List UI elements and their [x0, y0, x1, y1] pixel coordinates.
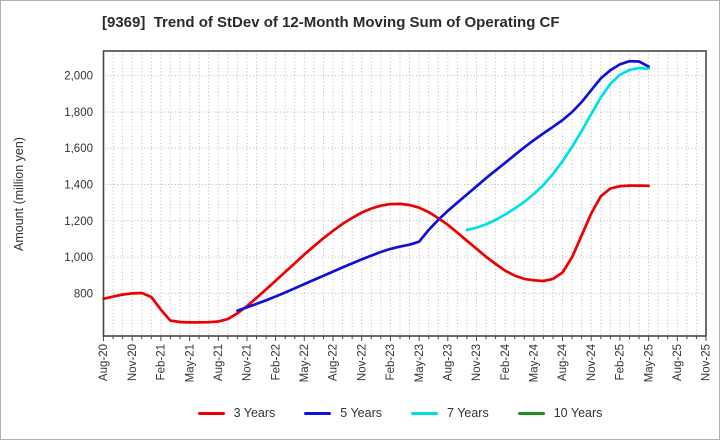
svg-text:Aug-24: Aug-24: [557, 343, 569, 381]
legend-label-5-years: 5 Years: [340, 406, 383, 420]
gridlines: [103, 51, 706, 336]
legend-label-3-years: 3 Years: [233, 406, 276, 420]
svg-text:May-24: May-24: [529, 343, 541, 382]
series-line-7-years: [465, 66, 650, 232]
legend-line-3-years: [197, 411, 225, 415]
svg-text:May-23: May-23: [414, 344, 426, 382]
svg-text:Aug-25: Aug-25: [672, 344, 684, 381]
svg-text:Nov-23: Nov-23: [471, 344, 483, 381]
svg-text:Aug-21: Aug-21: [213, 344, 225, 381]
svg-text:2,000: 2,000: [64, 71, 93, 83]
legend-item-7-years: 7 Years: [411, 406, 489, 420]
x-axis-tick-labels: Aug-20 Nov-20 Feb-21 May-21 Aug-21 Nov-21 Feb-…: [98, 343, 713, 382]
legend-item-10-years: 10 Years: [517, 406, 603, 420]
plot-border: [102, 50, 707, 337]
svg-text:Aug-20: Aug-20: [98, 344, 110, 381]
series-line-3-years: [102, 184, 650, 324]
legend-item-5-years: 5 Years: [304, 406, 382, 420]
legend-line-10-years: [517, 411, 545, 415]
svg-text:Nov-21: Nov-21: [242, 344, 254, 381]
svg-text:Feb-21: Feb-21: [156, 344, 168, 380]
legend-label-7-years: 7 Years: [447, 406, 489, 420]
svg-text:Feb-22: Feb-22: [270, 344, 282, 380]
svg-text:May-21: May-21: [184, 344, 196, 382]
svg-text:Nov-25: Nov-25: [701, 344, 713, 381]
svg-text:Aug-22: Aug-22: [328, 344, 340, 381]
svg-text:1,000: 1,000: [64, 252, 93, 264]
legend-label-10-years: 10 Years: [553, 406, 603, 420]
svg-text:800: 800: [74, 288, 93, 300]
legend-line-5-years: [304, 411, 332, 415]
svg-text:Aug-23: Aug-23: [442, 344, 454, 381]
svg-text:Nov-20: Nov-20: [127, 344, 139, 381]
svg-text:1,400: 1,400: [64, 180, 93, 192]
svg-text:1,200: 1,200: [64, 216, 93, 228]
chart-title: [9369] Trend of StDev of 12-Month Moving…: [102, 14, 560, 31]
svg-text:Feb-25: Feb-25: [615, 344, 627, 380]
y-axis-tick-labels: 800 1,000 1,200 1,400 1,600 1,800 2,000: [64, 71, 93, 301]
series-line-5-years: [236, 59, 650, 312]
svg-text:Feb-23: Feb-23: [385, 344, 397, 380]
svg-text:Feb-24: Feb-24: [500, 343, 512, 380]
svg-text:May-22: May-22: [299, 344, 311, 382]
legend-item-3-years: 3 Years: [197, 406, 276, 420]
legend: 3 Years 5 Years 7 Years 10 Years: [1, 406, 719, 420]
svg-text:1,800: 1,800: [64, 107, 93, 119]
svg-text:Nov-24: Nov-24: [586, 343, 598, 381]
legend-line-7-years: [411, 411, 439, 415]
svg-text:May-25: May-25: [643, 344, 655, 382]
svg-text:1,600: 1,600: [64, 143, 93, 155]
svg-text:Nov-22: Nov-22: [356, 344, 368, 381]
